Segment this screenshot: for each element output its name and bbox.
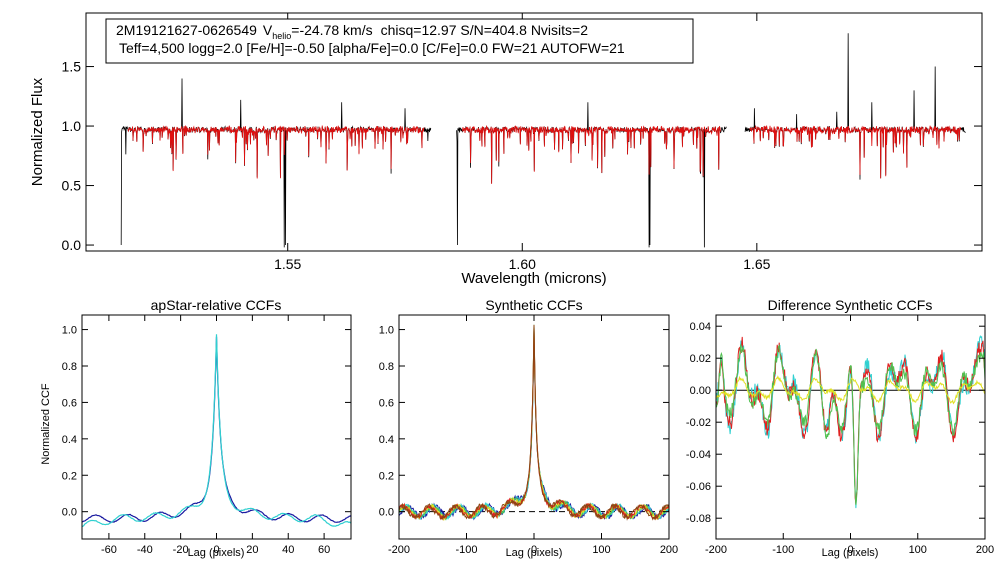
y-tick-label: 1.0	[62, 325, 77, 337]
x-tick-label: 200	[976, 544, 994, 556]
y-tick-label: 0.4	[62, 434, 77, 446]
x-tick-label: 1.55	[274, 256, 301, 272]
apstar-ccf-plot-area	[81, 334, 352, 528]
y-tick-label: 0.5	[62, 178, 82, 194]
spectrum-ylabel: Normalized Flux	[29, 77, 46, 186]
apstar-ccf-ylabel: Normalized CCF	[40, 383, 52, 465]
x-tick-label: 60	[318, 544, 330, 556]
difference-ccf-xlabel: Lag (pixels)	[822, 547, 879, 559]
fit-stats: chisq=12.97 S/N=404.8 Nvisits=2	[381, 22, 589, 38]
ccf-line-visit-2	[81, 334, 352, 528]
spectrum-frame	[85, 12, 983, 252]
y-tick-label: 0.8	[379, 361, 394, 373]
spectrum-info-box	[105, 18, 694, 64]
y-tick-label: 0.6	[62, 397, 77, 409]
x-tick-label: -60	[101, 544, 117, 556]
diff-line-visit-1	[715, 335, 986, 509]
difference-ccf-axes: -200 -100 0 100 200 -0.08 -0.06 -0.04 -0.02 0.00 0…	[686, 315, 994, 556]
apstar-ccf-xlabel: Lag (pixels)	[188, 547, 245, 559]
ccf-line-visit-1	[81, 336, 352, 523]
x-tick-label: 0	[213, 544, 219, 556]
model-spectrum-chip-1	[127, 125, 425, 179]
y-tick-label: -0.04	[686, 449, 711, 461]
y-tick-label: 0.0	[62, 507, 77, 519]
spectrum-info-line-2: Teff=4,500 logg=2.0 [Fe/H]=-0.50 [alpha/…	[119, 40, 625, 56]
vhelio-subscript: helio	[272, 31, 291, 41]
apstar-ccf-axes: -60 -40 -20 0 20 40 60 0.0 0.2 0.4 0.6 0.8 1.0	[62, 315, 351, 556]
x-tick-label: 100	[592, 544, 610, 556]
y-tick-label: -0.02	[686, 417, 711, 429]
apstar-ccf-title: apStar-relative CCFs	[151, 297, 282, 313]
diff-line-visit-4	[715, 375, 986, 405]
y-tick-label: 0.6	[379, 397, 394, 409]
y-tick-label: 0.2	[62, 470, 77, 482]
x-tick-label: -20	[173, 544, 189, 556]
vhelio-label: V	[263, 22, 273, 38]
x-tick-label: 100	[909, 544, 927, 556]
y-tick-label: 0.4	[379, 434, 394, 446]
synthetic-ccf-title: Synthetic CCFs	[485, 297, 582, 313]
apstar-ccf-panel: -60 -40 -20 0 20 40 60 0.0 0.2 0.4 0.6 0.8 1.0 apSta…	[40, 297, 352, 559]
synthetic-ccf-plot-area	[398, 324, 670, 522]
x-tick-label: -100	[772, 544, 794, 556]
star-id: 2M19121627-0626549	[116, 22, 257, 38]
x-tick-label: 200	[660, 544, 678, 556]
y-tick-label: 0.00	[690, 385, 711, 397]
spectrum-panel: 1.55 1.60 1.65 0.0 0.5 1.0 1.5 2M19121627-0626…	[29, 12, 983, 287]
spectrum-plot-area	[120, 33, 966, 248]
x-tick-label: -200	[388, 544, 410, 556]
ccf-line-visit-6	[398, 324, 670, 521]
difference-ccf-panel: -200 -100 0 100 200 -0.08 -0.06 -0.04 -0.02 0.00 0…	[686, 297, 994, 559]
synthetic-ccf-panel: -200 -100 0 100 200 0.0 0.2 0.4 0.6 0.8 1.0 Synthe…	[379, 297, 678, 559]
x-tick-label: -40	[137, 544, 153, 556]
model-spectrum-chip-3	[749, 124, 962, 179]
y-tick-label: 0.2	[379, 470, 394, 482]
x-tick-label: 0	[847, 544, 853, 556]
y-tick-label: 0.0	[379, 507, 394, 519]
x-tick-label: 1.60	[509, 256, 536, 272]
spectrum-info-line-1: 2M19121627-0626549 Vhelio=-24.78 km/s chis…	[116, 22, 588, 41]
y-tick-label: -0.08	[686, 513, 711, 525]
difference-ccf-plot-area	[715, 335, 986, 509]
vhelio-value: =-24.78 km/s	[291, 22, 372, 38]
y-tick-label: -0.06	[686, 481, 711, 493]
difference-ccf-frame	[715, 314, 986, 540]
x-tick-label: 0	[531, 544, 537, 556]
y-tick-label: 0.02	[690, 353, 711, 365]
y-tick-label: 0.0	[62, 237, 82, 253]
x-tick-label: 20	[246, 544, 258, 556]
y-tick-label: 0.04	[690, 321, 711, 333]
model-spectrum-chip-2	[462, 124, 721, 184]
spectrum-xlabel: Wavelength (microns)	[461, 270, 606, 287]
y-tick-label: 1.5	[62, 59, 82, 75]
spectrum-axes: 1.55 1.60 1.65 0.0 0.5 1.0 1.5	[62, 13, 982, 272]
diff-line-visit-3	[715, 344, 986, 505]
observed-spectrum-chip-2	[456, 102, 727, 248]
x-tick-label: -200	[705, 544, 727, 556]
y-tick-label: 1.0	[62, 118, 82, 134]
difference-ccf-title: Difference Synthetic CCFs	[768, 297, 933, 313]
y-tick-label: 0.8	[62, 361, 77, 373]
observed-spectrum-chip-1	[120, 78, 432, 248]
synthetic-ccf-axes: -200 -100 0 100 200 0.0 0.2 0.4 0.6 0.8 1.0	[379, 315, 678, 556]
observed-spectrum-chip-3	[744, 33, 966, 180]
synthetic-ccf-xlabel: Lag (pixels)	[506, 547, 563, 559]
y-tick-label: 1.0	[379, 325, 394, 337]
x-tick-label: 40	[282, 544, 294, 556]
x-tick-label: -100	[455, 544, 477, 556]
x-tick-label: 1.65	[743, 256, 770, 272]
